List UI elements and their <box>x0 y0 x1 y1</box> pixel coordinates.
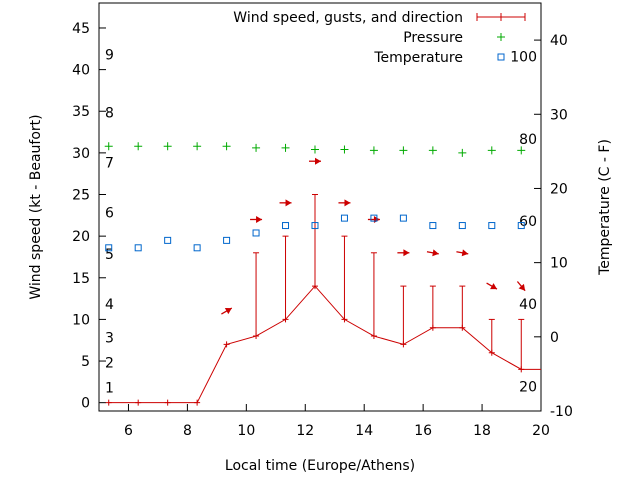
data-series <box>104 142 541 406</box>
wind-direction-arrowhead <box>518 283 526 291</box>
legend-swatch-wind <box>476 13 526 21</box>
x-tick-label: 12 <box>296 423 314 439</box>
temperature-point <box>429 222 437 230</box>
y2-tick-label: 0 <box>550 330 559 346</box>
x-tick-label: 18 <box>473 423 491 439</box>
temperature-point <box>311 222 319 230</box>
y-tick-label: 30 <box>72 146 90 162</box>
y-tick-label: 10 <box>72 312 90 328</box>
y-tick-label: 25 <box>72 188 90 204</box>
wind-speed-line <box>108 285 541 404</box>
y2-axis-label: Temperature (C - F) <box>597 139 613 276</box>
pressure-point <box>428 146 437 155</box>
wind-direction-arrowhead <box>256 215 263 223</box>
x-tick-label: 6 <box>124 423 133 439</box>
x-tick-label: 10 <box>237 423 255 439</box>
beaufort-label: 2 <box>105 355 114 371</box>
y2-tick-label: -10 <box>550 404 573 420</box>
beaufort-label: 7 <box>105 156 114 172</box>
x-tick-label: 16 <box>414 423 432 439</box>
wind-direction-arrowhead <box>432 249 439 257</box>
y-tick-label: 45 <box>72 21 90 37</box>
wind-direction-arrowhead <box>490 283 497 290</box>
pressure-point <box>163 142 172 151</box>
fahrenheit-label: 40 <box>519 297 537 313</box>
y2-tick-label: 40 <box>550 33 568 49</box>
wind-direction-arrowhead <box>314 157 321 165</box>
wind-direction-arrowhead <box>461 249 469 257</box>
y-tick-label: 20 <box>72 229 90 245</box>
wind-speed-point <box>135 399 142 406</box>
temperature-point <box>164 236 172 244</box>
temperature-point <box>282 222 290 230</box>
tick-marks <box>99 27 542 412</box>
pressure-point <box>281 143 290 152</box>
y-tick-label: 15 <box>72 271 90 287</box>
temperature-point <box>399 214 407 222</box>
temperature-point <box>458 222 466 230</box>
legend-swatch-pressure <box>497 33 505 41</box>
wind-direction-arrowhead <box>403 249 410 257</box>
pressure-point <box>399 146 408 155</box>
legend: Wind speed, gusts, and direction Pressur… <box>233 10 526 66</box>
pressure-point <box>134 142 143 151</box>
beaufort-label: 5 <box>105 247 114 263</box>
x-tick-label: 14 <box>355 423 373 439</box>
x-axis-label: Local time (Europe/Athens) <box>225 458 415 474</box>
pressure-point <box>310 145 319 154</box>
y-tick-label: 40 <box>72 63 90 79</box>
wind-direction-arrowhead <box>344 199 351 207</box>
wind-direction-arrowhead <box>224 308 232 315</box>
y-axis-label: Wind speed (kt - Beaufort) <box>28 114 44 299</box>
y2-tick-label: 20 <box>550 181 568 197</box>
legend-label-pressure: Pressure <box>403 30 463 46</box>
legend-label-wind: Wind speed, gusts, and direction <box>233 10 463 26</box>
temperature-point <box>193 244 201 252</box>
beaufort-label: 6 <box>105 205 114 221</box>
temperature-point <box>488 222 496 230</box>
temperature-point <box>370 214 378 222</box>
temperature-point <box>223 236 231 244</box>
wind-speed-point <box>223 341 230 348</box>
temperature-point <box>517 222 525 230</box>
beaufort-label: 9 <box>105 47 114 63</box>
x-tick-label: 8 <box>183 423 192 439</box>
fahrenheit-label: 60 <box>519 214 537 230</box>
fahrenheit-label: 100 <box>510 49 537 65</box>
pressure-point <box>487 146 496 155</box>
pressure-point <box>104 142 113 151</box>
fahrenheit-label: 80 <box>519 132 537 148</box>
beaufort-label: 3 <box>105 330 114 346</box>
temperature-point <box>340 214 348 222</box>
y2-tick-label: 10 <box>550 256 568 272</box>
wind-speed-point <box>194 399 201 406</box>
pressure-point <box>458 148 467 157</box>
legend-label-temperature: Temperature <box>373 50 463 66</box>
wind-speed-point <box>105 399 112 406</box>
plot-frame <box>98 2 542 412</box>
temperature-point <box>105 244 113 252</box>
pressure-point <box>193 142 202 151</box>
beaufort-label: 8 <box>105 106 114 122</box>
temperature-point <box>252 229 260 237</box>
fahrenheit-label: 20 <box>519 380 537 396</box>
legend-swatch-temperature <box>497 53 505 61</box>
x-tick-label: 20 <box>532 423 550 439</box>
y-tick-label: 35 <box>72 104 90 120</box>
pressure-point <box>252 143 261 152</box>
y-tick-label: 5 <box>81 354 90 370</box>
pressure-point <box>517 146 526 155</box>
wind-speed-point <box>164 399 171 406</box>
y2-tick-label: 30 <box>550 107 568 123</box>
wind-direction-arrowhead <box>285 199 292 207</box>
y-tick-label: 0 <box>81 396 90 412</box>
beaufort-label: 4 <box>105 297 114 313</box>
pressure-point <box>340 145 349 154</box>
beaufort-label: 1 <box>105 380 114 396</box>
pressure-point <box>222 142 231 151</box>
temperature-point <box>134 244 142 252</box>
pressure-point <box>369 146 378 155</box>
